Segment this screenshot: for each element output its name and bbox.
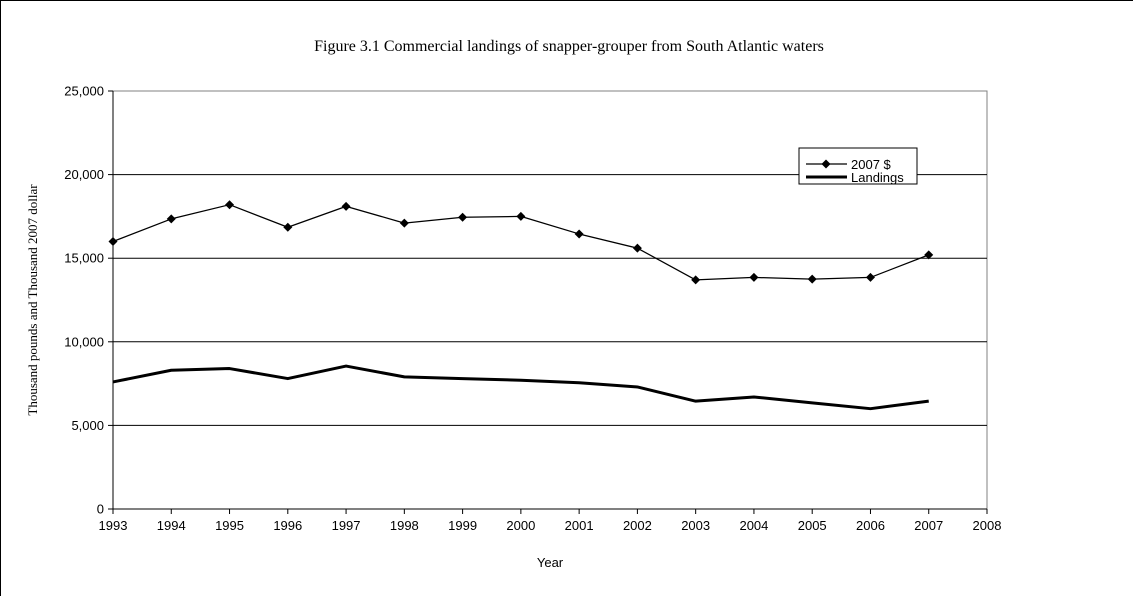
y-tick-label: 10,000 bbox=[64, 334, 104, 349]
data-point bbox=[574, 229, 584, 239]
legend-label: Landings bbox=[851, 170, 904, 185]
y-tick-label: 0 bbox=[97, 502, 104, 517]
series-landings bbox=[112, 364, 929, 411]
x-tick-label: 2005 bbox=[798, 518, 827, 533]
y-axis: 0 5,000 10,000 15,000 20,000 25,000 bbox=[64, 84, 114, 517]
series-line bbox=[112, 364, 929, 411]
chart-title: Figure 3.1 Commercial landings of snappe… bbox=[314, 38, 824, 55]
y-tick-label: 25,000 bbox=[64, 84, 104, 99]
data-point bbox=[399, 218, 409, 228]
x-tick-label: 2007 bbox=[914, 518, 943, 533]
data-point bbox=[283, 222, 293, 232]
y-axis-title: Thousand pounds and Thousand 2007 dollar bbox=[25, 184, 40, 416]
x-tick-label: 1996 bbox=[273, 518, 302, 533]
legend-marker bbox=[821, 159, 831, 169]
x-tick-label: 1999 bbox=[448, 518, 477, 533]
data-point bbox=[924, 250, 934, 260]
x-tick-label: 2002 bbox=[623, 518, 652, 533]
data-point bbox=[458, 212, 468, 222]
y-tick-label: 5,000 bbox=[71, 418, 104, 433]
x-tick-label: 2000 bbox=[506, 518, 535, 533]
data-point bbox=[341, 201, 351, 211]
data-point bbox=[225, 200, 235, 210]
legend-label: 2007 $ bbox=[851, 157, 892, 172]
x-tick-label: 2006 bbox=[856, 518, 885, 533]
x-tick-label: 2008 bbox=[973, 518, 1002, 533]
x-axis-title: Year bbox=[537, 555, 564, 570]
y-tick-label: 15,000 bbox=[64, 251, 104, 266]
data-point bbox=[749, 272, 759, 282]
series-layer bbox=[108, 200, 934, 411]
x-tick-label: 2001 bbox=[565, 518, 594, 533]
data-point bbox=[166, 214, 176, 224]
x-tick-label: 2003 bbox=[681, 518, 710, 533]
data-point bbox=[632, 243, 642, 253]
y-tick-label: 20,000 bbox=[64, 167, 104, 182]
x-tick-label: 1995 bbox=[215, 518, 244, 533]
x-axis: 1993 1994 1995 1996 1997 1998 1999 2000 2001 2002… bbox=[99, 508, 1002, 533]
data-point bbox=[691, 275, 701, 285]
data-point bbox=[807, 274, 817, 284]
gridlines bbox=[113, 174, 987, 426]
x-tick-label: 1997 bbox=[332, 518, 361, 533]
x-tick-label: 1994 bbox=[157, 518, 186, 533]
data-point bbox=[865, 272, 875, 282]
x-tick-label: 1998 bbox=[390, 518, 419, 533]
data-point bbox=[108, 236, 118, 246]
series-dollars bbox=[108, 200, 934, 285]
x-tick-label: 2004 bbox=[739, 518, 768, 533]
x-tick-label: 1993 bbox=[99, 518, 128, 533]
data-point bbox=[516, 211, 526, 221]
legend: 2007 $Landings bbox=[798, 147, 918, 185]
